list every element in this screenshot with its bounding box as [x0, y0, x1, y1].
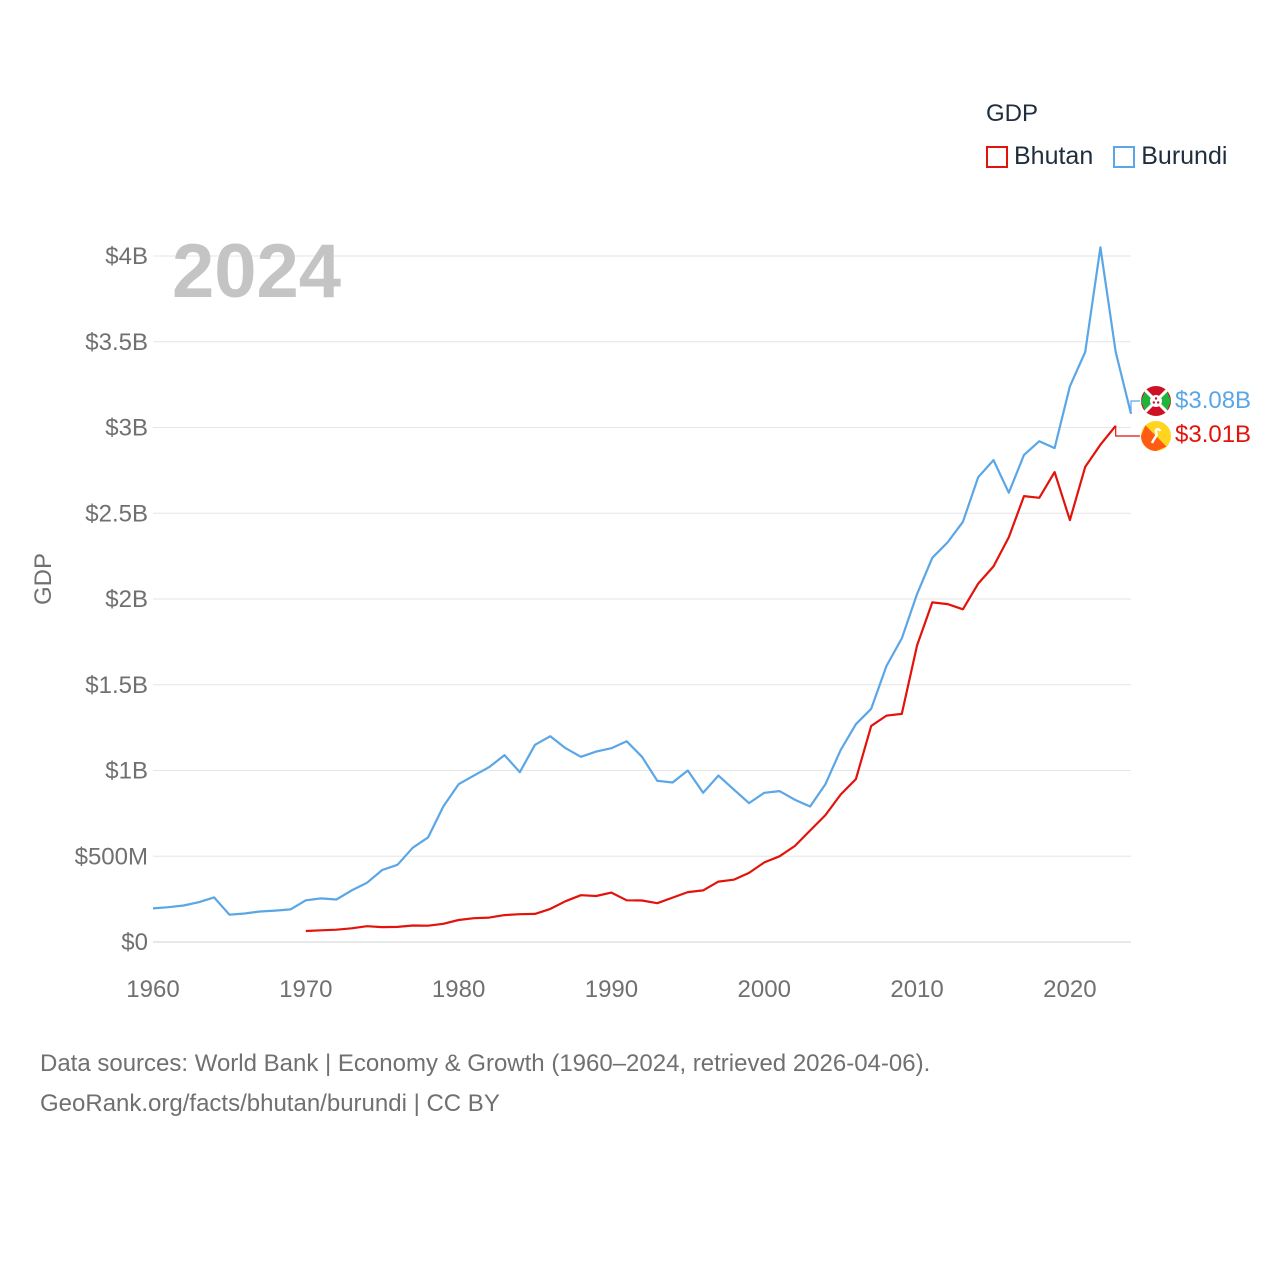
x-tick-label: 1970 [279, 976, 332, 1003]
x-axis-ticks: 1960 1970 1980 1990 2000 2010 2020 [126, 976, 1096, 1003]
y-tick-label: $1.5B [85, 672, 148, 699]
bhutan-end-value: $3.01B [1175, 421, 1251, 448]
end-connector-bhutan [1115, 425, 1140, 437]
source-line-2[interactable]: GeoRank.org/facts/bhutan/burundi | CC BY [40, 1090, 500, 1117]
year-watermark: 2024 [172, 229, 342, 314]
y-tick-label: $3B [105, 415, 148, 442]
x-tick-label: 2000 [738, 976, 791, 1003]
end-markers: $3.08B $3.01B [1141, 386, 1251, 451]
x-tick-label: 1980 [432, 976, 485, 1003]
x-tick-label: 2010 [890, 976, 943, 1003]
y-tick-label: $1B [105, 758, 148, 785]
legend: Bhutan Burundi [986, 142, 1247, 171]
y-tick-label: $500M [75, 843, 148, 870]
series-line-bhutan[interactable] [305, 425, 1117, 933]
source-note: Data sources: World Bank | Economy & Gro… [40, 1044, 930, 1124]
end-connector-burundi [1130, 400, 1140, 414]
series-line-burundi[interactable] [152, 246, 1133, 916]
legend-item-burundi[interactable]: Burundi [1113, 142, 1227, 171]
x-tick-label: 2020 [1043, 976, 1096, 1003]
grid-lines [153, 255, 1131, 943]
source-line-1: Data sources: World Bank | Economy & Gro… [40, 1050, 931, 1077]
legend-swatch-bhutan [986, 145, 1008, 168]
y-tick-label: $2B [105, 586, 148, 613]
legend-label-bhutan: Bhutan [1014, 142, 1094, 170]
burundi-flag-icon [1141, 386, 1171, 416]
legend-item-bhutan[interactable]: Bhutan [986, 142, 1093, 171]
legend-title: GDP [986, 100, 1039, 127]
series-lines [152, 246, 1140, 933]
y-axis-ticks: $0 $500M $1B $1.5B $2B $2.5B $3B $3.5B $4B [75, 243, 148, 956]
x-tick-label: 1960 [126, 976, 179, 1003]
burundi-end-value: $3.08B [1175, 387, 1251, 414]
y-tick-label: $4B [105, 243, 148, 270]
bhutan-flag-icon [1141, 421, 1171, 451]
y-tick-label: $2.5B [85, 500, 148, 527]
legend-label-burundi: Burundi [1141, 142, 1228, 170]
legend-swatch-burundi [1113, 145, 1136, 168]
x-tick-label: 1990 [585, 976, 638, 1003]
y-tick-label: $3.5B [85, 329, 148, 356]
y-axis-label: GDP [30, 553, 57, 605]
y-tick-label: $0 [121, 929, 148, 956]
